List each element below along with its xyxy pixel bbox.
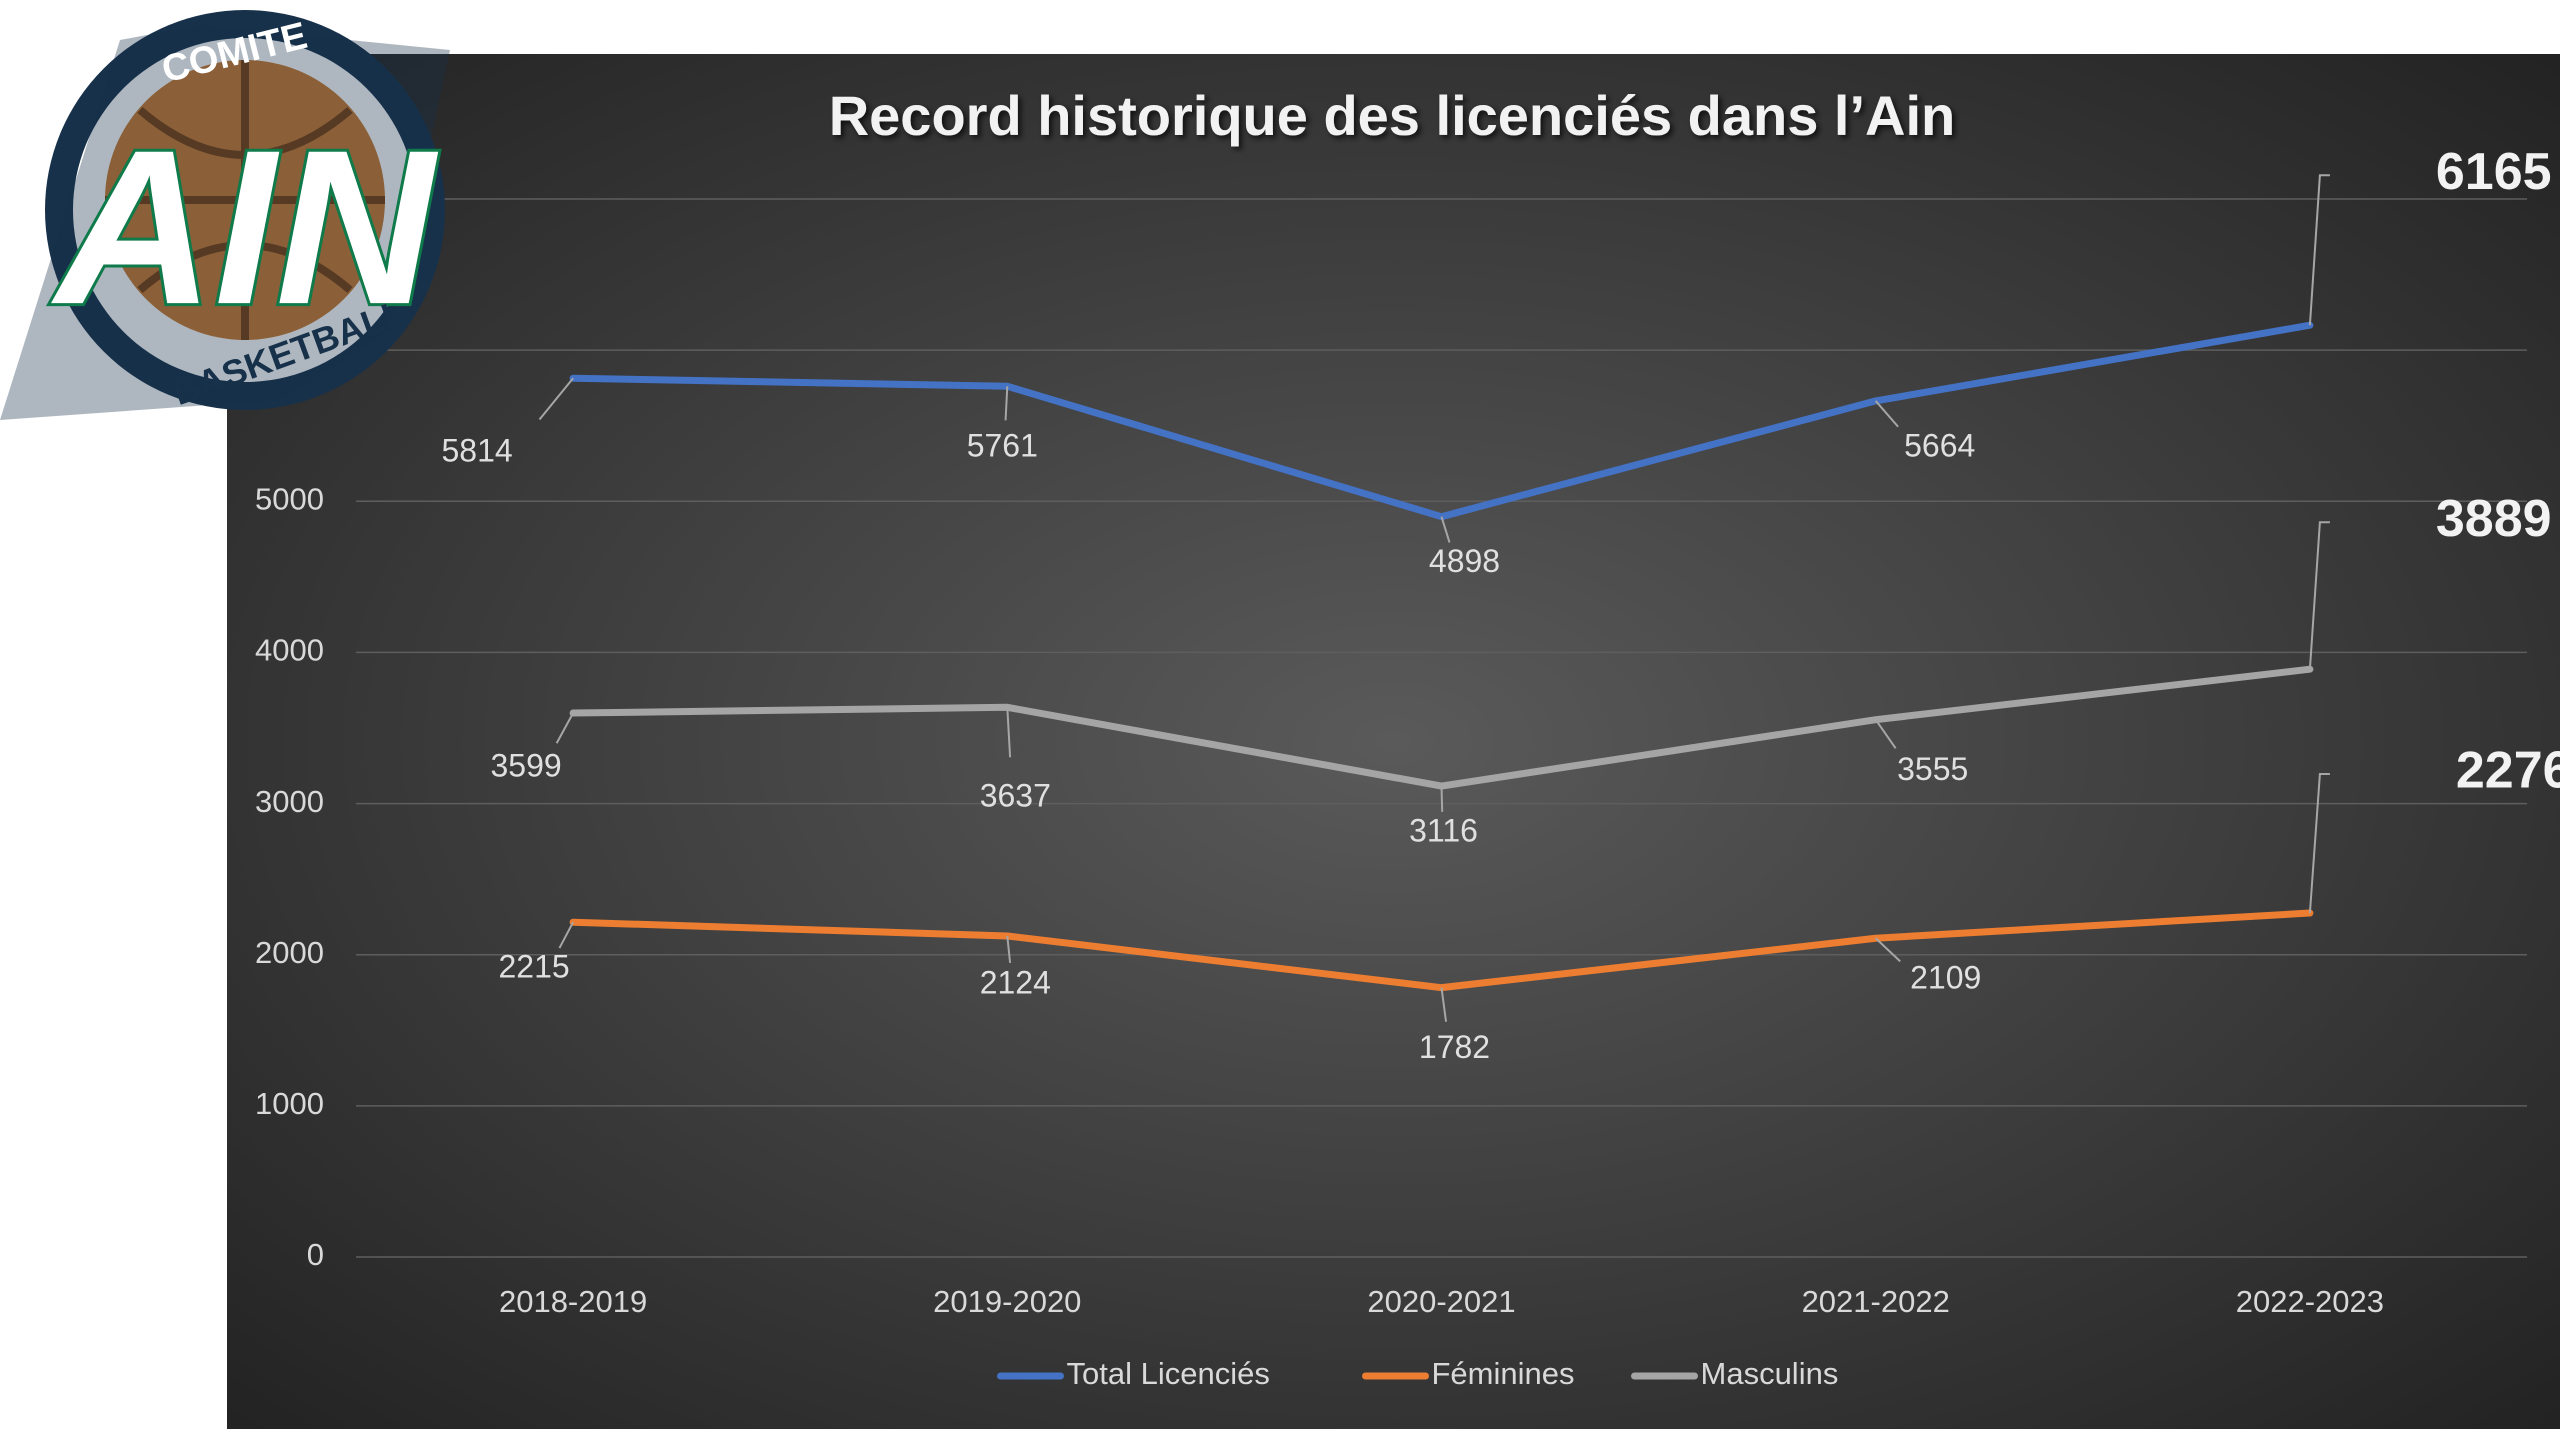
leader-line bbox=[558, 921, 574, 949]
plot-area: 010002000300040005000600070002018-201920… bbox=[255, 143, 2560, 1391]
leader-line bbox=[1006, 707, 1012, 758]
series-line bbox=[569, 321, 2314, 521]
leader-line bbox=[1874, 719, 1897, 749]
data-label: 6165 bbox=[2436, 143, 2552, 201]
y-tick-label: 2000 bbox=[255, 935, 324, 970]
legend-label: Masculins bbox=[1701, 1356, 1839, 1391]
data-label: 2124 bbox=[980, 964, 1051, 1000]
data-label: 3599 bbox=[491, 747, 562, 783]
legend-label: Total Licenciés bbox=[1067, 1356, 1270, 1391]
logo-ball-lines bbox=[105, 60, 385, 340]
logo-shadow bbox=[0, 25, 450, 420]
data-label: 3889 bbox=[2436, 490, 2552, 548]
leader-line bbox=[2308, 174, 2330, 326]
leader-line bbox=[2308, 521, 2330, 670]
data-label: 5761 bbox=[967, 428, 1038, 464]
y-tick-label: 0 bbox=[307, 1237, 324, 1272]
x-tick-label: 2019-2020 bbox=[933, 1284, 1081, 1319]
data-label: 2215 bbox=[499, 949, 570, 985]
x-tick-label: 2018-2019 bbox=[499, 1284, 647, 1319]
data-label: 2276 bbox=[2456, 742, 2560, 800]
leader-line bbox=[1006, 935, 1012, 964]
data-label: 4898 bbox=[1429, 543, 1500, 579]
chart-title: Record historique des licenciés dans l’A… bbox=[829, 84, 1956, 147]
x-tick-label: 2022-2023 bbox=[2236, 1284, 2384, 1319]
logo: COMITE AIN BASKETBALL bbox=[0, 10, 450, 420]
chart-background bbox=[227, 54, 2560, 1429]
x-tick-label: 2020-2021 bbox=[1367, 1284, 1515, 1319]
y-tick-label: 5000 bbox=[255, 481, 324, 516]
series-line bbox=[569, 909, 2314, 992]
y-tick-label: 1000 bbox=[255, 1086, 324, 1121]
data-label: 3637 bbox=[980, 778, 1051, 814]
data-label: 5664 bbox=[1904, 427, 1975, 463]
leader-line bbox=[1440, 516, 1451, 543]
data-label: 2109 bbox=[1910, 960, 1981, 996]
leader-line bbox=[555, 712, 574, 744]
y-tick-label: 4000 bbox=[255, 633, 324, 668]
data-label: 1782 bbox=[1419, 1029, 1490, 1065]
leader-line bbox=[1874, 400, 1899, 428]
leader-line bbox=[1004, 386, 1009, 421]
legend-label: Féminines bbox=[1432, 1356, 1575, 1391]
leader-line bbox=[1440, 987, 1448, 1022]
data-label: 3116 bbox=[1409, 812, 1478, 848]
x-tick-label: 2021-2022 bbox=[1802, 1284, 1950, 1319]
leader-line bbox=[1875, 937, 1901, 963]
leader-line bbox=[538, 377, 574, 421]
data-label: 5814 bbox=[442, 433, 513, 469]
leader-line bbox=[1440, 786, 1444, 812]
y-tick-label: 3000 bbox=[255, 784, 324, 819]
leader-line bbox=[2308, 772, 2330, 914]
logo-main-text: AIN bbox=[51, 104, 439, 350]
data-label: 3555 bbox=[1897, 751, 1968, 787]
